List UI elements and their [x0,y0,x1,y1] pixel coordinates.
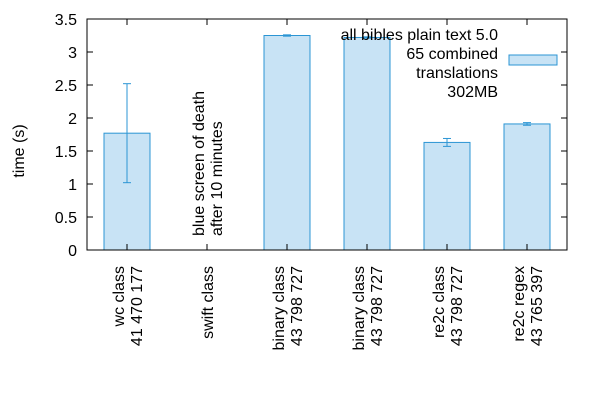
x-tick-label-2-0: binary class [271,266,288,350]
x-tick-label-5-0: re2c regex [511,266,528,342]
y-tick-label-2: 1 [68,177,77,194]
x-tick-label-4-1: 43 798 727 [449,266,466,346]
y-tick-label-7: 3.5 [55,12,77,29]
x-tick-label-2-1: 43 798 727 [289,266,306,346]
legend-text-0: all bibles plain text 5.0 [341,27,499,44]
x-labels-layer: wc class 41 470 177 swift class binary clas… [111,266,546,351]
legend-text-3: 302MB [447,84,498,101]
y-tick-label-1: 0.5 [55,210,77,227]
legend-swatch [508,54,558,66]
x-tick-label-1-0: swift class [200,266,217,339]
bar-3 [343,36,391,251]
y-ticks-layer: 0 0.5 1 1.5 2 2.5 3 3.5 [55,12,77,260]
legend: all bibles plain text 5.0 65 combined tran… [341,27,558,101]
error-bar-5 [523,122,531,126]
error-bar-3 [363,36,371,39]
bar-4 [423,141,471,251]
error-bar-2 [283,34,291,37]
y-tick-label-6: 3 [68,45,77,62]
x-tick-label-5-1: 43 765 397 [529,266,546,346]
x-tick-label-4-0: re2c class [431,266,448,338]
annotations-layer: blue screen of death after 10 minutes [191,91,226,236]
y-axis-label: time (s) [11,124,28,177]
y-tick-label-0: 0 [68,243,77,260]
x-tick-label-3-0: binary class [351,266,368,350]
bar-5 [503,123,551,251]
axes-layer [86,18,568,251]
x-tick-label-3-1: 43 798 727 [369,266,386,346]
y-tick-label-3: 1.5 [55,144,77,161]
annotation-0-0: blue screen of death [191,91,208,236]
y-tick-label-4: 2 [68,111,77,128]
annotation-0-1: after 10 minutes [209,121,226,236]
y-tick-label-5: 2.5 [55,78,77,95]
legend-text-2: translations [416,65,498,82]
legend-text-1: 65 combined [406,46,498,63]
error-bar-0 [123,83,131,184]
x-tick-label-0-0: wc class [111,266,128,327]
x-tick-label-0-1: 41 470 177 [129,266,146,346]
plot-frame [86,18,568,251]
bar-2 [263,35,311,251]
error-bar-4 [443,137,451,147]
error-bars-layer [123,34,531,184]
